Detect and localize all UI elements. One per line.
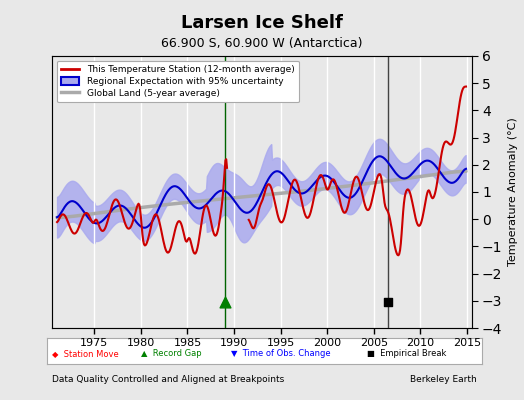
Point (384, 299, 392, 305)
Legend: This Temperature Station (12-month average), Regional Expectation with 95% uncer: This Temperature Station (12-month avera… (57, 60, 299, 102)
Text: ■  Empirical Break: ■ Empirical Break (367, 350, 446, 358)
Y-axis label: Temperature Anomaly (°C): Temperature Anomaly (°C) (508, 118, 518, 266)
Text: Larsen Ice Shelf: Larsen Ice Shelf (181, 14, 343, 32)
Text: ◆  Station Move: ◆ Station Move (52, 350, 119, 358)
Text: 66.900 S, 60.900 W (Antarctica): 66.900 S, 60.900 W (Antarctica) (161, 37, 363, 50)
Point (221, 299, 229, 305)
Text: ▼  Time of Obs. Change: ▼ Time of Obs. Change (231, 350, 330, 358)
Text: Data Quality Controlled and Aligned at Breakpoints: Data Quality Controlled and Aligned at B… (52, 375, 285, 384)
Text: ▲  Record Gap: ▲ Record Gap (141, 350, 202, 358)
Text: Berkeley Earth: Berkeley Earth (410, 375, 477, 384)
